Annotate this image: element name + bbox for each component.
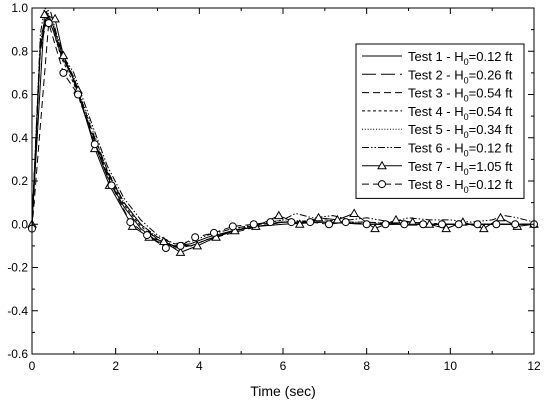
legend-item: Test 4 - H0=0.54 ft [362, 104, 513, 122]
data-point [407, 217, 418, 226]
x-tick-label: 6 [280, 359, 287, 373]
data-point [74, 90, 83, 99]
data-point [349, 208, 359, 217]
legend-box [355, 43, 525, 199]
legend-item: Test 6 - H0=0.12 ft [362, 141, 513, 159]
plot-series [27, 7, 539, 256]
data-point [161, 244, 170, 253]
legend-marker [378, 180, 386, 189]
series-line [31, 7, 535, 245]
series-6 [31, 7, 535, 245]
data-point [400, 220, 409, 229]
data-point [143, 231, 152, 240]
legend-item: Test 8 - H0=0.12 ft [362, 177, 513, 195]
data-point [473, 220, 482, 229]
data-point [370, 223, 380, 233]
data-point [419, 220, 428, 229]
data-point [441, 223, 452, 233]
data-point [192, 240, 203, 250]
data-point [44, 19, 53, 28]
x-axis-title: Time (sec) [250, 383, 316, 399]
data-point [454, 220, 463, 229]
data-point [59, 68, 68, 77]
x-tick-label: 8 [363, 359, 370, 373]
axis-ticks [31, 7, 535, 355]
data-point [492, 220, 501, 229]
legend-label: Test 5 - H0=0.34 ft [408, 122, 513, 140]
data-point [478, 223, 489, 233]
y-tick-label: -0.4 [7, 304, 28, 318]
data-point [294, 219, 305, 228]
data-point [175, 247, 186, 256]
data-point [107, 181, 116, 190]
legend-marker [377, 160, 387, 170]
series-line [31, 9, 534, 247]
legend-label: Test 8 - H0=0.12 ft [408, 177, 513, 195]
legend-label: Test 3 - H0=0.54 ft [408, 86, 513, 104]
data-point [50, 13, 60, 23]
axis-tick-labels: 0 2 4 6 8 10 12 -0.6 -0.4 -0.2 0.0 0.2 0.4 0.6 0.8 1.0 [7, 1, 541, 373]
data-point [287, 218, 296, 227]
legend-label: Test 7 - H0=1.05 ft [408, 159, 513, 177]
series-8 [28, 19, 538, 253]
legend-label: Test 1 - H0=0.12 ft [408, 49, 513, 67]
data-point [325, 220, 334, 229]
y-tick-label: -0.6 [7, 347, 28, 361]
legend-item: Test 2 - H0=0.26 ft [362, 67, 513, 85]
data-point [158, 236, 169, 246]
x-tick-label: 4 [196, 359, 203, 373]
y-tick-label: 0.0 [11, 217, 28, 231]
data-point [249, 220, 258, 229]
data-point [362, 220, 371, 229]
data-point [495, 212, 506, 222]
data-point [437, 220, 446, 229]
legend-label: Test 4 - H0=0.54 ft [408, 104, 513, 122]
legend-item: Test 3 - H0=0.54 ft [362, 86, 513, 104]
y-tick-label: 0.8 [11, 44, 28, 58]
data-point [191, 233, 200, 242]
data-point [176, 241, 185, 250]
series-line [31, 14, 534, 249]
legend-item: Test 1 - H0=0.12 ft [362, 49, 513, 67]
y-tick-label: -0.2 [7, 261, 28, 275]
x-tick-label: 10 [444, 359, 458, 373]
legend-item: Test 5 - H0=0.34 ft [362, 122, 513, 140]
data-point [39, 9, 50, 18]
data-point [90, 140, 99, 149]
data-point [209, 228, 218, 237]
legend-label: Test 2 - H0=0.26 ft [408, 67, 513, 85]
y-tick-label: 0.4 [11, 131, 28, 145]
data-point [313, 212, 324, 222]
data-point [511, 220, 520, 229]
data-point [391, 214, 401, 224]
legend-item: Test 7 - H0=1.05 ft [362, 159, 513, 177]
y-tick-label: 1.0 [11, 1, 28, 15]
data-point [126, 218, 135, 227]
data-point [266, 218, 275, 227]
data-point [306, 218, 315, 227]
x-tick-label: 2 [112, 359, 119, 373]
legend-label: Test 6 - H0=0.12 ft [408, 141, 513, 159]
series-5 [31, 9, 534, 247]
data-point [273, 210, 284, 220]
y-tick-label: 0.6 [11, 88, 28, 102]
data-point [58, 50, 69, 60]
data-point [341, 218, 350, 227]
data-point [381, 220, 390, 229]
y-tick-label: 0.2 [11, 174, 28, 188]
data-point [228, 222, 237, 231]
data-point [424, 219, 435, 228]
x-tick-label: 0 [29, 359, 36, 373]
x-tick-label: 12 [527, 359, 541, 373]
series-4 [31, 14, 534, 249]
